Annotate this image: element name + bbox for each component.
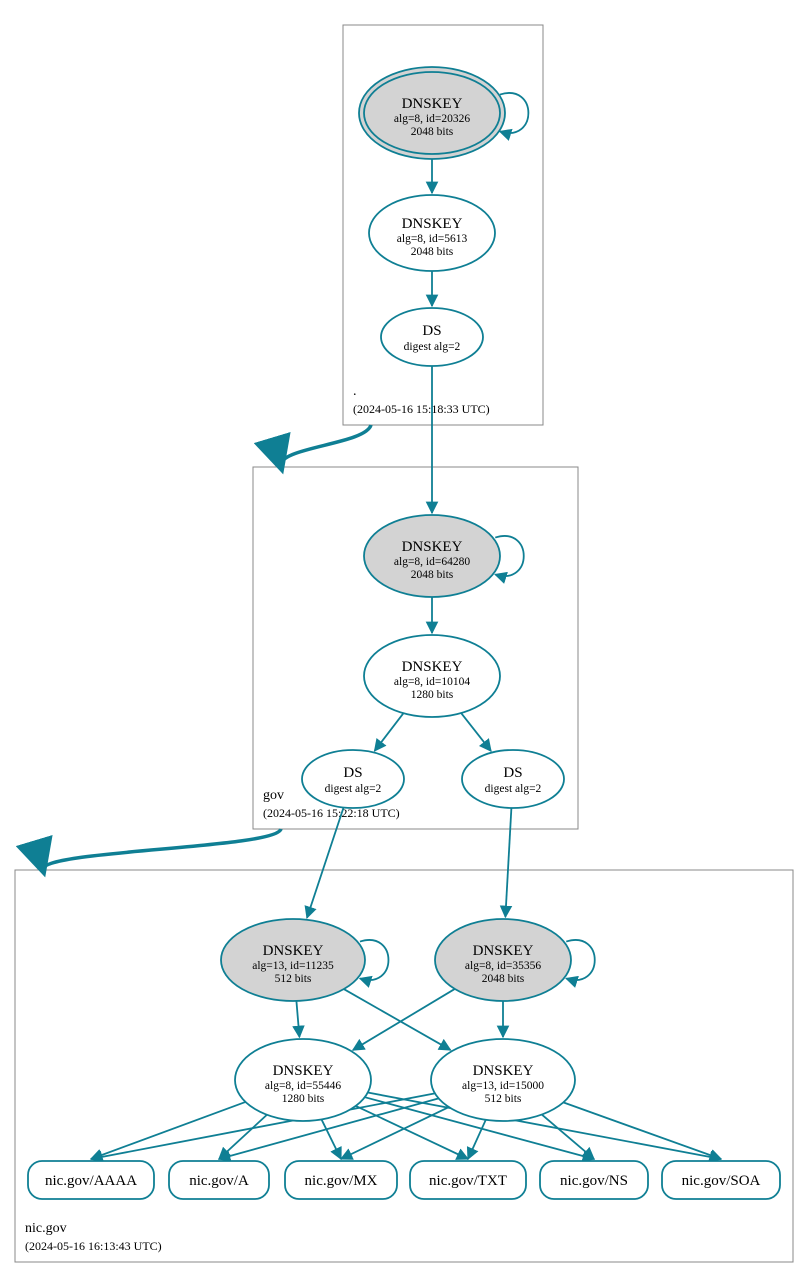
svg-text:nic.gov/TXT: nic.gov/TXT bbox=[429, 1173, 507, 1189]
svg-text:2048 bits: 2048 bits bbox=[411, 126, 454, 138]
edge-gov_zsk-gov_ds2 bbox=[461, 713, 491, 751]
edge-gov_zsk-gov_ds1 bbox=[375, 713, 404, 751]
rrset-rr_ns: nic.gov/NS bbox=[540, 1161, 648, 1199]
svg-text:alg=13, id=11235: alg=13, id=11235 bbox=[252, 960, 334, 972]
rrsets-layer: nic.gov/AAAA nic.gov/A nic.gov/MX nic.gov/T… bbox=[28, 1161, 780, 1199]
node-root_ds: DS digest alg=2 bbox=[381, 308, 483, 366]
node-gov_zsk: DNSKEYalg=8, id=101041280 bits bbox=[364, 635, 500, 717]
rrset-rr_soa: nic.gov/SOA bbox=[662, 1161, 780, 1199]
node-root_ksk: DNSKEYalg=8, id=203262048 bits bbox=[359, 67, 505, 159]
svg-text:nic.gov/NS: nic.gov/NS bbox=[560, 1173, 628, 1189]
svg-text:2048 bits: 2048 bits bbox=[411, 569, 454, 581]
zone-nicgov-timestamp: (2024-05-16 16:13:43 UTC) bbox=[25, 1239, 162, 1253]
zone-nicgov: nic.gov (2024-05-16 16:13:43 UTC) bbox=[15, 870, 793, 1262]
svg-text:DNSKEY: DNSKEY bbox=[473, 943, 534, 959]
svg-text:2048 bits: 2048 bits bbox=[482, 973, 525, 985]
edge-gov_ds1-nic_ksk1 bbox=[307, 807, 344, 917]
svg-text:DS: DS bbox=[503, 765, 522, 781]
svg-text:DNSKEY: DNSKEY bbox=[402, 539, 463, 555]
delegation-1-2 bbox=[43, 829, 281, 870]
dnssec-chain-diagram: . (2024-05-16 15:18:33 UTC) gov (2024-05… bbox=[0, 0, 805, 1278]
svg-text:digest alg=2: digest alg=2 bbox=[485, 783, 542, 795]
zone-nicgov-label: nic.gov bbox=[25, 1221, 67, 1236]
svg-text:DNSKEY: DNSKEY bbox=[402, 659, 463, 675]
svg-text:nic.gov/AAAA: nic.gov/AAAA bbox=[45, 1173, 137, 1189]
edge-nic_ksk1-nic_zsk2 bbox=[344, 989, 451, 1050]
node-gov_ds2: DS digest alg=2 bbox=[462, 750, 564, 808]
svg-text:DNSKEY: DNSKEY bbox=[273, 1063, 334, 1079]
svg-text:DNSKEY: DNSKEY bbox=[402, 216, 463, 232]
edge-gov_ds2-nic_ksk2 bbox=[505, 808, 511, 917]
svg-text:alg=8, id=5613: alg=8, id=5613 bbox=[397, 233, 468, 245]
node-gov_ds1: DS digest alg=2 bbox=[302, 750, 404, 808]
svg-text:DS: DS bbox=[422, 323, 441, 339]
zone-gov-label: gov bbox=[263, 788, 284, 803]
delegation-0-1 bbox=[281, 425, 371, 467]
svg-text:alg=8, id=35356: alg=8, id=35356 bbox=[465, 960, 541, 972]
svg-text:alg=8, id=20326: alg=8, id=20326 bbox=[394, 113, 470, 125]
edge-nic_ksk2-nic_zsk1 bbox=[353, 989, 455, 1050]
node-nic_zsk1: DNSKEYalg=8, id=554461280 bits bbox=[235, 1039, 371, 1121]
svg-text:DNSKEY: DNSKEY bbox=[473, 1063, 534, 1079]
svg-text:alg=8, id=64280: alg=8, id=64280 bbox=[394, 556, 470, 568]
svg-text:512 bits: 512 bits bbox=[275, 973, 312, 985]
zone-nicgov-box bbox=[15, 870, 793, 1262]
node-nic_ksk2: DNSKEYalg=8, id=353562048 bits bbox=[435, 919, 571, 1001]
edge-nic_zsk2-rr_soa bbox=[563, 1102, 721, 1159]
edge-nic_zsk1-rr_aaaa bbox=[91, 1102, 246, 1159]
edge-nic_zsk1-rr_txt bbox=[356, 1106, 468, 1159]
zone-root-label: . bbox=[353, 384, 357, 399]
svg-text:DNSKEY: DNSKEY bbox=[402, 96, 463, 112]
rrset-rr_mx: nic.gov/MX bbox=[285, 1161, 397, 1199]
svg-text:alg=8, id=55446: alg=8, id=55446 bbox=[265, 1080, 341, 1092]
rrset-rr_aaaa: nic.gov/AAAA bbox=[28, 1161, 154, 1199]
edge-nic_ksk1-nic_zsk1 bbox=[296, 1001, 299, 1037]
svg-text:nic.gov/SOA: nic.gov/SOA bbox=[682, 1173, 761, 1189]
rrset-rr_txt: nic.gov/TXT bbox=[410, 1161, 526, 1199]
rrset-rr_a: nic.gov/A bbox=[169, 1161, 269, 1199]
svg-text:alg=13, id=15000: alg=13, id=15000 bbox=[462, 1080, 544, 1092]
svg-text:alg=8, id=10104: alg=8, id=10104 bbox=[394, 676, 470, 688]
svg-text:digest alg=2: digest alg=2 bbox=[404, 341, 461, 353]
svg-text:1280 bits: 1280 bits bbox=[282, 1093, 325, 1105]
zone-root-timestamp: (2024-05-16 15:18:33 UTC) bbox=[353, 402, 490, 416]
node-gov_ksk: DNSKEYalg=8, id=642802048 bits bbox=[364, 515, 500, 597]
svg-text:digest alg=2: digest alg=2 bbox=[325, 783, 382, 795]
svg-text:nic.gov/MX: nic.gov/MX bbox=[305, 1173, 378, 1189]
svg-text:DNSKEY: DNSKEY bbox=[263, 943, 324, 959]
node-nic_ksk1: DNSKEYalg=13, id=11235512 bits bbox=[221, 919, 365, 1001]
node-nic_zsk2: DNSKEYalg=13, id=15000512 bits bbox=[431, 1039, 575, 1121]
node-root_zsk: DNSKEYalg=8, id=56132048 bits bbox=[369, 195, 495, 271]
nodes-layer: DNSKEYalg=8, id=203262048 bitsDNSKEYalg=… bbox=[221, 67, 575, 1121]
svg-text:DS: DS bbox=[343, 765, 362, 781]
zone-gov-timestamp: (2024-05-16 15:22:18 UTC) bbox=[263, 806, 400, 820]
svg-text:1280 bits: 1280 bits bbox=[411, 689, 454, 701]
svg-text:2048 bits: 2048 bits bbox=[411, 246, 454, 258]
svg-text:512 bits: 512 bits bbox=[485, 1093, 522, 1105]
svg-text:nic.gov/A: nic.gov/A bbox=[189, 1173, 249, 1189]
